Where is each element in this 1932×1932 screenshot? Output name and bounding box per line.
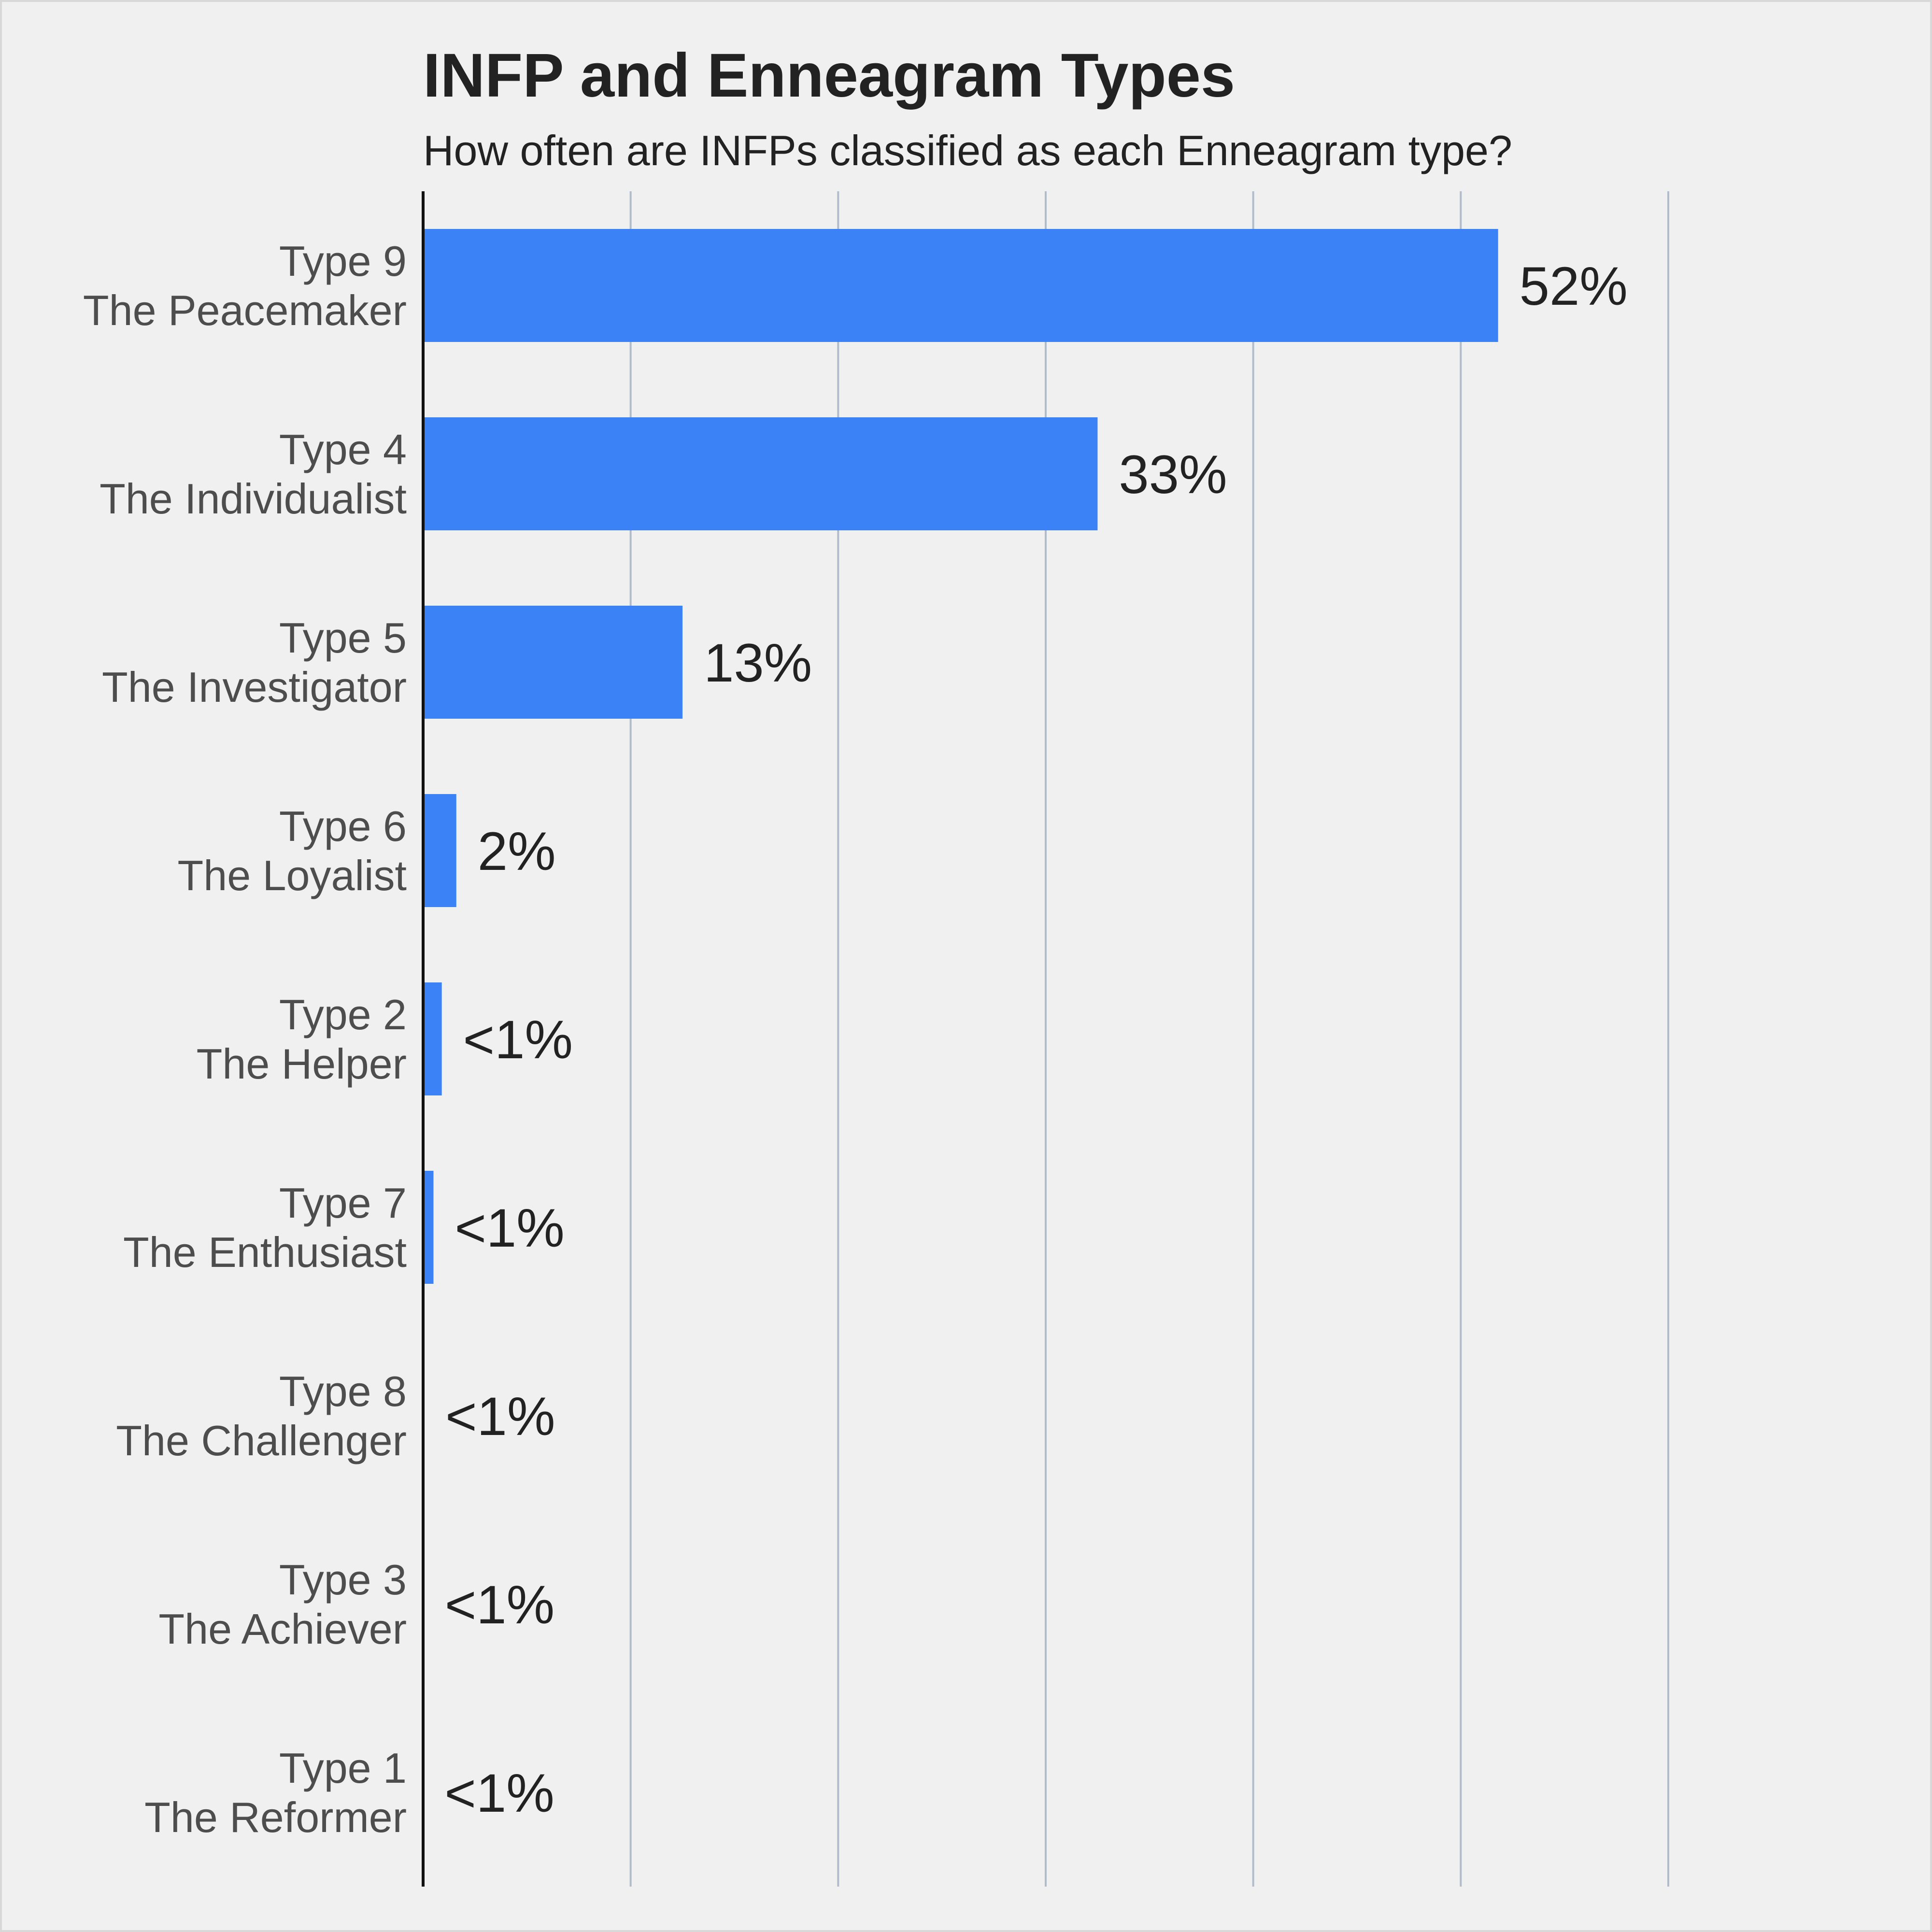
category-label-type: Type 9 xyxy=(279,237,407,285)
category-label-name: The Peacemaker xyxy=(83,286,407,334)
category-label-name: The Helper xyxy=(197,1040,407,1088)
bar xyxy=(423,982,442,1095)
category-label-name: The Enthusiast xyxy=(123,1228,407,1276)
data-label: <1% xyxy=(444,1763,554,1823)
category-label-type: Type 4 xyxy=(279,426,407,473)
category-label-name: The Challenger xyxy=(116,1417,407,1464)
category-label-name: The Achiever xyxy=(158,1605,407,1653)
category-label-name: The Loyalist xyxy=(178,852,407,899)
category-label-type: Type 1 xyxy=(279,1744,407,1792)
bar xyxy=(423,417,1098,530)
chart-subtitle: How often are INFPs classified as each E… xyxy=(423,127,1512,174)
category-label-type: Type 3 xyxy=(279,1556,407,1604)
category-label-type: Type 8 xyxy=(279,1367,407,1415)
category-label-type: Type 5 xyxy=(279,614,407,662)
category-label-name: The Individualist xyxy=(99,475,407,523)
data-label: 2% xyxy=(478,821,556,881)
bar xyxy=(423,606,683,719)
data-label: <1% xyxy=(445,1575,554,1635)
data-labels: 52% 33% 13% 2% <1% <1% <1% <1% <1% xyxy=(444,256,1627,1823)
bars xyxy=(423,229,1498,1849)
chart-title: INFP and Enneagram Types xyxy=(423,41,1235,110)
category-label-name: The Reformer xyxy=(144,1793,407,1841)
data-label: 13% xyxy=(704,633,812,693)
bar xyxy=(423,794,456,907)
data-label: <1% xyxy=(463,1009,573,1070)
category-label-type: Type 6 xyxy=(279,802,407,850)
data-label: 52% xyxy=(1520,256,1628,316)
bar xyxy=(423,229,1498,342)
category-label-type: Type 2 xyxy=(279,991,407,1038)
data-label: 33% xyxy=(1119,444,1227,505)
category-label-name: The Investigator xyxy=(102,663,407,711)
category-label-type: Type 7 xyxy=(279,1179,407,1227)
data-label: <1% xyxy=(455,1198,564,1258)
data-label: <1% xyxy=(445,1386,555,1447)
bar xyxy=(423,1171,434,1284)
